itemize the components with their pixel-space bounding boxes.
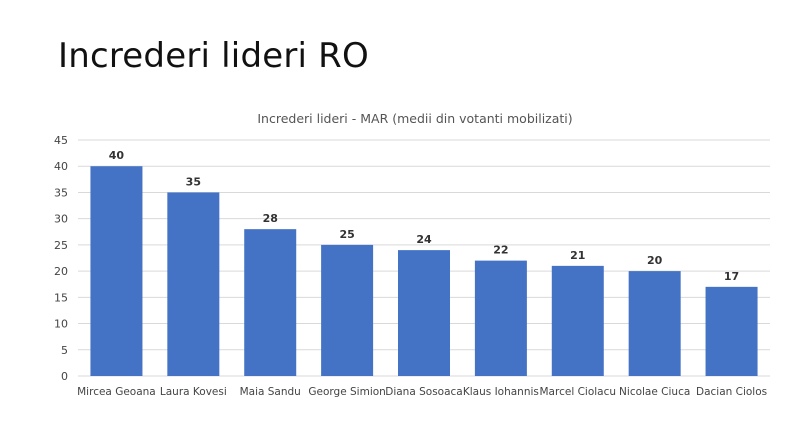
data-label: 28 (263, 212, 278, 225)
x-axis-categories: Mircea Geoana Laura Kovesi Maia Sandu Georg… (77, 386, 767, 398)
y-tick-label: 20 (54, 265, 68, 278)
bar-chart: Increderi lideri - MAR (medii din votant… (54, 111, 770, 398)
bar (705, 286, 758, 376)
y-axis-ticks: 0 5 10 15 20 25 30 35 40 45 (54, 134, 68, 383)
y-tick-label: 10 (54, 318, 68, 331)
x-category-label: Laura Kovesi (160, 386, 227, 398)
bar (551, 265, 604, 376)
data-labels: 40 35 28 25 24 22 21 20 17 (109, 149, 739, 283)
bars (90, 166, 758, 376)
x-category-label: Maia Sandu (240, 386, 301, 398)
chart-container: Increderi lideri - MAR (medii din votant… (0, 100, 800, 425)
x-category-label: Klaus Iohannis (463, 386, 539, 398)
bar (167, 192, 220, 376)
bar (628, 271, 681, 376)
data-label: 21 (570, 249, 585, 262)
y-tick-label: 5 (61, 344, 68, 357)
y-tick-label: 0 (61, 370, 68, 383)
y-tick-label: 45 (54, 134, 68, 147)
x-category-label: Mircea Geoana (77, 386, 156, 398)
chart-title: Increderi lideri - MAR (medii din votant… (257, 111, 572, 126)
bar (398, 250, 450, 376)
bar (474, 260, 527, 376)
y-tick-label: 35 (54, 186, 68, 199)
data-label: 40 (109, 149, 125, 162)
bar (244, 229, 297, 376)
x-category-label: Diana Sosoaca (385, 386, 463, 398)
y-tick-label: 15 (54, 291, 68, 304)
y-tick-label: 30 (54, 213, 68, 226)
data-label: 22 (493, 244, 508, 257)
data-label: 25 (339, 228, 354, 241)
x-category-label: Dacian Ciolos (696, 386, 767, 398)
data-label: 24 (416, 233, 432, 246)
y-tick-label: 40 (54, 160, 68, 173)
y-tick-label: 25 (54, 239, 68, 252)
x-category-label: Nicolae Ciuca (619, 386, 690, 398)
data-label: 20 (647, 254, 663, 267)
bar (90, 166, 143, 376)
bar (321, 244, 374, 376)
data-label: 17 (724, 270, 739, 283)
x-category-label: Marcel Ciolacu (540, 386, 617, 398)
data-label: 35 (186, 175, 201, 188)
x-category-label: George Simion (308, 386, 385, 398)
slide-title: Increderi lideri RO (58, 36, 369, 76)
